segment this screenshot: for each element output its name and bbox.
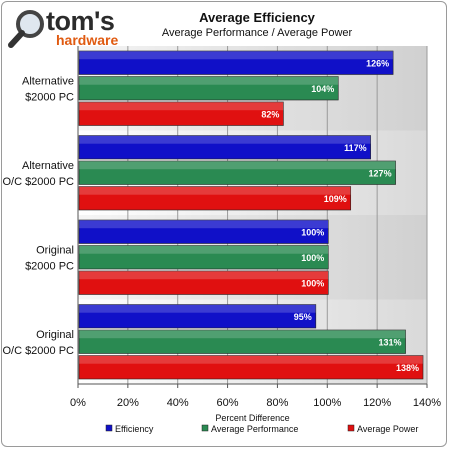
- category-label: O/C $2000 PC: [2, 345, 74, 357]
- toms-hardware-logo: tom's hardware: [8, 6, 128, 50]
- bar-average-performance: [78, 76, 339, 101]
- x-tick-label: 0%: [70, 397, 86, 409]
- bar-average-power: [78, 355, 424, 380]
- data-label: 127%: [369, 168, 392, 178]
- category-label: Alternative: [22, 160, 74, 172]
- x-tick-label: 40%: [167, 397, 189, 409]
- data-label: 138%: [396, 363, 419, 373]
- chart-title: Average Efficiency: [199, 10, 315, 25]
- bar-highlight: [79, 102, 284, 111]
- bar-efficiency: [78, 304, 317, 329]
- bar-efficiency: [78, 219, 329, 244]
- x-axis-label: Percent Difference: [215, 413, 289, 423]
- data-label: 117%: [344, 143, 367, 153]
- bar-efficiency: [78, 50, 394, 75]
- bar-highlight: [79, 186, 351, 195]
- x-tick-label: 120%: [363, 397, 391, 409]
- bar-highlight: [79, 220, 329, 229]
- bar-highlight: [79, 355, 424, 364]
- bar-highlight: [79, 330, 406, 339]
- legend-swatch: [347, 424, 355, 432]
- data-label: 100%: [301, 253, 324, 263]
- category-label: $2000 PC: [25, 260, 74, 272]
- logo-text: tom's: [46, 6, 115, 36]
- category-label: $2000 PC: [25, 91, 74, 103]
- bar-highlight: [79, 271, 329, 280]
- bar-average-power: [78, 270, 329, 295]
- bar-highlight: [79, 135, 371, 144]
- x-tick-label: 100%: [313, 397, 341, 409]
- bar-highlight: [79, 161, 396, 170]
- legend-label: Efficiency: [115, 424, 154, 434]
- bar-average-performance: [78, 245, 329, 270]
- bar-average-performance: [78, 160, 396, 185]
- bar-average-power: [78, 101, 284, 126]
- magnifier-icon: [8, 10, 44, 48]
- category-label: O/C $2000 PC: [2, 176, 74, 188]
- data-label: 131%: [379, 337, 402, 347]
- legend-label: Average Performance: [211, 424, 298, 434]
- x-tick-label: 80%: [266, 397, 288, 409]
- bar-highlight: [79, 245, 329, 254]
- category-label: Original: [36, 329, 74, 341]
- bar-highlight: [79, 76, 339, 85]
- bar-average-power: [78, 186, 352, 211]
- data-label: 104%: [311, 84, 334, 94]
- category-label: Original: [36, 244, 74, 256]
- chart-subtitle: Average Performance / Average Power: [161, 27, 353, 39]
- legend-swatch: [105, 424, 113, 432]
- legend-swatch: [201, 424, 209, 432]
- bar-average-performance: [78, 329, 406, 354]
- bar-highlight: [79, 51, 394, 60]
- bar-efficiency: [78, 135, 371, 160]
- bar-highlight: [79, 304, 316, 313]
- data-label: 82%: [261, 109, 279, 119]
- data-label: 100%: [301, 278, 324, 288]
- data-label: 109%: [324, 194, 347, 204]
- legend-label: Average Power: [357, 424, 418, 434]
- data-label: 126%: [366, 58, 389, 68]
- category-label: Alternative: [22, 75, 74, 87]
- x-tick-label: 60%: [217, 397, 239, 409]
- x-tick-label: 20%: [117, 397, 139, 409]
- data-label: 95%: [294, 312, 312, 322]
- logo-subtext: hardware: [56, 32, 119, 48]
- x-tick-label: 140%: [413, 397, 441, 409]
- data-label: 100%: [301, 227, 324, 237]
